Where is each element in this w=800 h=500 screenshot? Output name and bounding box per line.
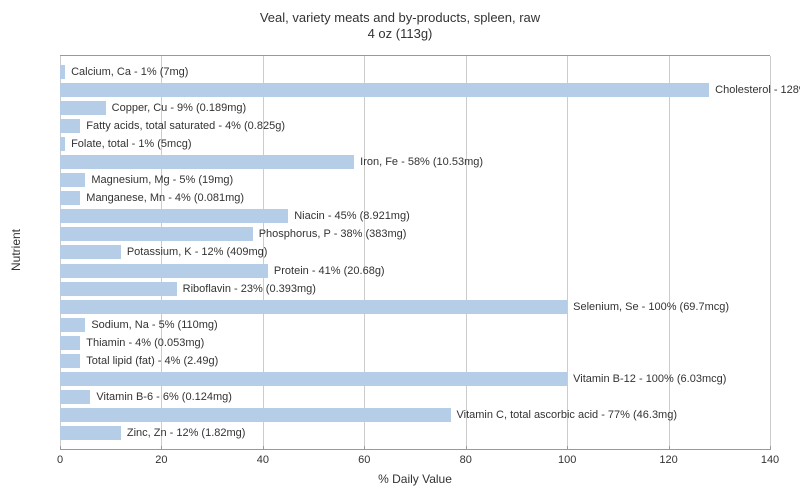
chart-title-block: Veal, variety meats and by-products, spl… [0, 0, 800, 43]
bar-fill [60, 426, 121, 440]
bar-fill [60, 155, 354, 169]
bar-row: Fatty acids, total saturated - 4% (0.825… [60, 118, 770, 134]
chart-title-line-2: 4 oz (113g) [0, 26, 800, 42]
bars-container: Calcium, Ca - 1% (7mg) Cholesterol - 128%… [60, 64, 770, 441]
bar-row: Copper, Cu - 9% (0.189mg) [60, 100, 770, 116]
x-tick [669, 446, 670, 450]
x-axis-title: % Daily Value [378, 472, 452, 486]
x-tick-label: 100 [558, 454, 576, 466]
bar-label: Potassium, K - 12% (409mg) [121, 244, 268, 260]
bar-fill [60, 227, 253, 241]
bar-label: Niacin - 45% (8.921mg) [288, 208, 410, 224]
bar-row: Zinc, Zn - 12% (1.82mg) [60, 425, 770, 441]
bar-row: Vitamin B-6 - 6% (0.124mg) [60, 389, 770, 405]
bar-label: Magnesium, Mg - 5% (19mg) [85, 172, 233, 188]
bar-label: Thiamin - 4% (0.053mg) [80, 335, 204, 351]
bar-row: Cholesterol - 128% (384mg) [60, 82, 770, 98]
bar-fill [60, 300, 567, 314]
x-tick [263, 446, 264, 450]
bar-row: Protein - 41% (20.68g) [60, 263, 770, 279]
bar-fill [60, 264, 268, 278]
bar-fill [60, 209, 288, 223]
bar-fill [60, 83, 709, 97]
x-tick-label: 20 [155, 454, 167, 466]
bar-label: Vitamin C, total ascorbic acid - 77% (46… [451, 407, 678, 423]
x-tick-label: 60 [358, 454, 370, 466]
bar-row: Riboflavin - 23% (0.393mg) [60, 281, 770, 297]
bar-row: Potassium, K - 12% (409mg) [60, 244, 770, 260]
x-tick [567, 446, 568, 450]
x-tick [60, 446, 61, 450]
bar-label: Phosphorus, P - 38% (383mg) [253, 226, 407, 242]
chart-title-line-1: Veal, variety meats and by-products, spl… [0, 10, 800, 26]
bar-row: Magnesium, Mg - 5% (19mg) [60, 172, 770, 188]
bar-fill [60, 354, 80, 368]
bar-fill [60, 173, 85, 187]
bar-label: Copper, Cu - 9% (0.189mg) [106, 100, 247, 116]
bar-label: Vitamin B-6 - 6% (0.124mg) [90, 389, 232, 405]
bar-label: Zinc, Zn - 12% (1.82mg) [121, 425, 246, 441]
bar-row: Phosphorus, P - 38% (383mg) [60, 226, 770, 242]
bar-row: Niacin - 45% (8.921mg) [60, 208, 770, 224]
y-axis-title: Nutrient [9, 229, 23, 271]
bar-fill [60, 318, 85, 332]
bar-label: Folate, total - 1% (5mcg) [65, 136, 191, 152]
bar-fill [60, 336, 80, 350]
x-tick-label: 80 [460, 454, 472, 466]
x-tick-label: 120 [659, 454, 677, 466]
bar-row: Vitamin C, total ascorbic acid - 77% (46… [60, 407, 770, 423]
bar-row: Manganese, Mn - 4% (0.081mg) [60, 190, 770, 206]
bar-row: Vitamin B-12 - 100% (6.03mcg) [60, 371, 770, 387]
x-tick [364, 446, 365, 450]
x-tick-label: 40 [257, 454, 269, 466]
bar-label: Protein - 41% (20.68g) [268, 263, 385, 279]
bar-fill [60, 119, 80, 133]
bar-label: Riboflavin - 23% (0.393mg) [177, 281, 316, 297]
bar-row: Calcium, Ca - 1% (7mg) [60, 64, 770, 80]
bar-row: Sodium, Na - 5% (110mg) [60, 317, 770, 333]
plot-area: Calcium, Ca - 1% (7mg) Cholesterol - 128%… [60, 55, 770, 450]
bar-fill [60, 245, 121, 259]
x-tick-label: 140 [761, 454, 779, 466]
bar-row: Thiamin - 4% (0.053mg) [60, 335, 770, 351]
bar-row: Selenium, Se - 100% (69.7mcg) [60, 299, 770, 315]
bar-fill [60, 408, 451, 422]
bar-fill [60, 191, 80, 205]
bar-row: Total lipid (fat) - 4% (2.49g) [60, 353, 770, 369]
bar-label: Manganese, Mn - 4% (0.081mg) [80, 190, 244, 206]
bar-label: Total lipid (fat) - 4% (2.49g) [80, 353, 218, 369]
bar-fill [60, 372, 567, 386]
x-axis: 020406080100120140 % Daily Value [60, 450, 770, 490]
bar-label: Selenium, Se - 100% (69.7mcg) [567, 299, 729, 315]
x-tick [770, 446, 771, 450]
bar-fill [60, 390, 90, 404]
x-tick-label: 0 [57, 454, 63, 466]
bar-label: Vitamin B-12 - 100% (6.03mcg) [567, 371, 726, 387]
grid-line [770, 56, 771, 449]
bar-label: Cholesterol - 128% (384mg) [709, 82, 800, 98]
bar-row: Folate, total - 1% (5mcg) [60, 136, 770, 152]
bar-row: Iron, Fe - 58% (10.53mg) [60, 154, 770, 170]
bar-label: Fatty acids, total saturated - 4% (0.825… [80, 118, 285, 134]
x-tick [466, 446, 467, 450]
bar-label: Calcium, Ca - 1% (7mg) [65, 64, 188, 80]
nutrient-chart: Veal, variety meats and by-products, spl… [0, 0, 800, 500]
bar-label: Sodium, Na - 5% (110mg) [85, 317, 217, 333]
bar-fill [60, 101, 106, 115]
bar-fill [60, 282, 177, 296]
bar-label: Iron, Fe - 58% (10.53mg) [354, 154, 483, 170]
x-tick [161, 446, 162, 450]
